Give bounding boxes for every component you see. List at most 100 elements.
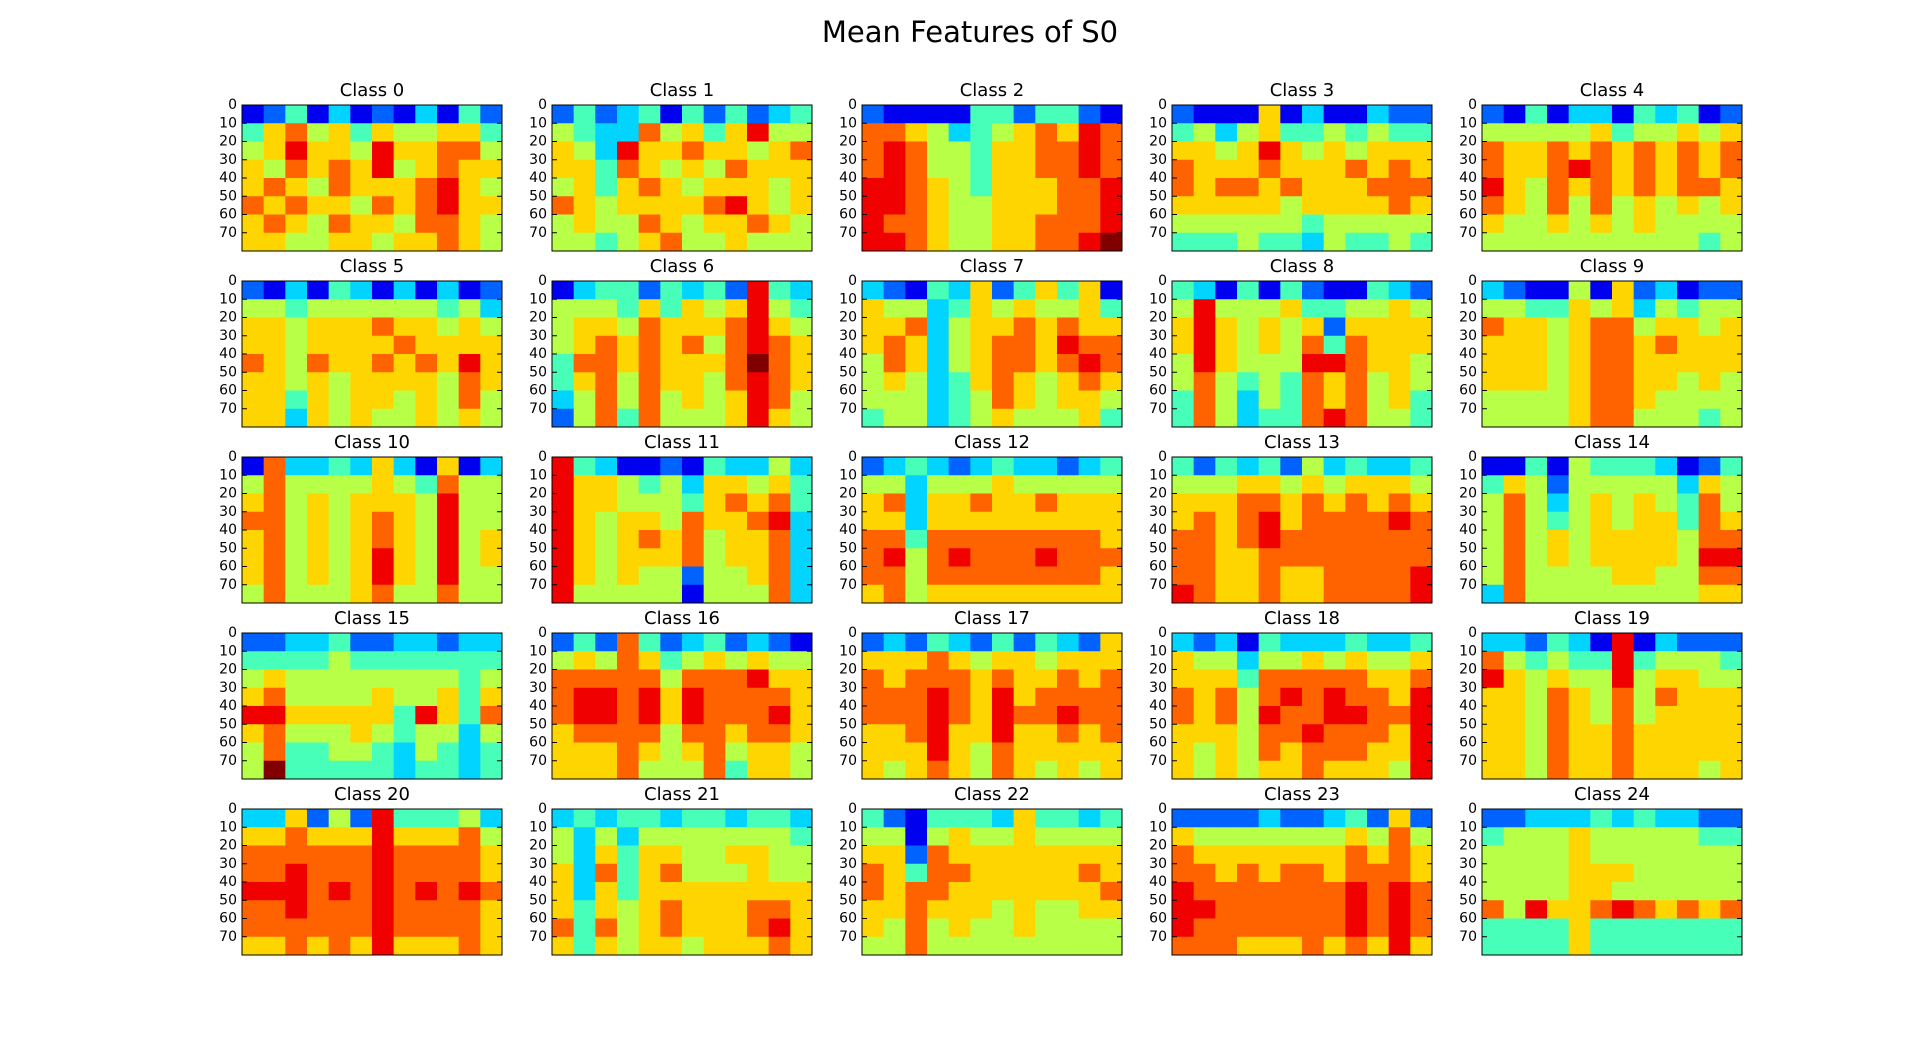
- heatmap-cell: [1698, 178, 1721, 197]
- heatmap-cell: [1525, 651, 1548, 670]
- heatmap-cell: [948, 809, 971, 828]
- heatmap-cell: [1258, 584, 1281, 604]
- heatmap-cell: [1302, 141, 1325, 161]
- heatmap-cell: [480, 530, 503, 549]
- heatmap-cell: [1525, 159, 1548, 179]
- y-tick-label: 70: [529, 401, 547, 417]
- heatmap-cell: [480, 141, 503, 161]
- heatmap-cell: [970, 317, 993, 337]
- heatmap-cell: [1035, 584, 1058, 604]
- heatmap-cell: [595, 457, 618, 476]
- y-tick-label: 20: [529, 838, 547, 854]
- heatmap-cell: [328, 566, 351, 586]
- heatmap-cell: [1698, 390, 1721, 410]
- y-tick-label: 70: [1459, 753, 1477, 769]
- y-tick-label: 70: [1459, 577, 1477, 593]
- heatmap-cell: [1525, 918, 1548, 938]
- y-tick-label: 40: [839, 874, 857, 890]
- heatmap-cell: [1172, 493, 1195, 513]
- heatmap-cell: [1720, 123, 1743, 142]
- heatmap-cell: [1302, 918, 1325, 938]
- heatmap-cell: [660, 742, 683, 762]
- heatmap-cell: [1302, 232, 1325, 252]
- heatmap-cell: [660, 633, 683, 652]
- heatmap-cell: [552, 742, 575, 762]
- heatmap-cell: [1547, 141, 1570, 161]
- heatmap-cell: [1172, 105, 1195, 124]
- heatmap-cell: [1698, 457, 1721, 476]
- heatmap-cell: [1057, 372, 1080, 391]
- heatmap-cell: [1720, 863, 1743, 883]
- heatmap-cell: [1698, 196, 1721, 215]
- y-tick-label: 60: [839, 207, 857, 223]
- heatmap-cell: [437, 317, 460, 337]
- heatmap-cell: [573, 372, 596, 391]
- heatmap-cell: [1172, 669, 1195, 689]
- heatmap-cell: [1013, 530, 1036, 549]
- heatmap-cell: [927, 159, 950, 179]
- heatmap-cell: [1698, 123, 1721, 142]
- heatmap-cell: [573, 882, 596, 901]
- y-tick-label: 0: [538, 625, 547, 641]
- heatmap-cell: [1302, 651, 1325, 670]
- heatmap-cell: [768, 214, 791, 234]
- y-tick-label: 0: [228, 97, 237, 113]
- heatmap-cell: [1078, 408, 1101, 428]
- heatmap-cell: [350, 845, 373, 865]
- heatmap-cell: [1367, 845, 1390, 865]
- heatmap-cell: [638, 317, 661, 337]
- heatmap-cell: [1612, 335, 1635, 355]
- heatmap-cell: [1013, 845, 1036, 865]
- heatmap-cell: [1655, 141, 1678, 161]
- heatmap-cell: [1345, 354, 1368, 373]
- heatmap-cell: [862, 687, 885, 707]
- heatmap-cell: [1215, 390, 1238, 410]
- heatmap-cell: [1323, 178, 1346, 197]
- heatmap-cell: [415, 299, 438, 318]
- heatmap-cell: [1013, 123, 1036, 142]
- y-tick-label: 0: [848, 625, 857, 641]
- heatmap-cell: [1568, 742, 1591, 762]
- heatmap-cell: [617, 281, 640, 300]
- heatmap-cell: [790, 918, 813, 938]
- heatmap-cell: [1345, 475, 1368, 494]
- heatmap-cell: [328, 141, 351, 161]
- heatmap-cell: [1482, 900, 1505, 919]
- heatmap-cell: [1237, 900, 1260, 919]
- heatmap-cell: [1367, 141, 1390, 161]
- heatmap-cell: [458, 882, 481, 901]
- heatmap-cell: [1633, 845, 1656, 865]
- heatmap-cell: [1215, 827, 1238, 846]
- heatmap-cell: [1367, 178, 1390, 197]
- heatmap-cell: [1482, 372, 1505, 391]
- y-tick-label: 10: [219, 291, 237, 307]
- heatmap-cell: [458, 584, 481, 604]
- heatmap-cell: [573, 159, 596, 179]
- heatmap-cell: [1323, 706, 1346, 725]
- heatmap-cell: [393, 809, 416, 828]
- heatmap-cell: [1655, 827, 1678, 846]
- heatmap-cell: [263, 669, 286, 689]
- heatmap-cell: [1280, 724, 1303, 743]
- heatmap-cell: [862, 178, 885, 197]
- heatmap-cell: [927, 548, 950, 567]
- heatmap-cell: [682, 882, 705, 901]
- y-tick-label: 10: [529, 115, 547, 131]
- y-tick-label: 50: [839, 540, 857, 556]
- heatmap-cell: [1035, 196, 1058, 215]
- heatmap-cell: [552, 706, 575, 725]
- y-tick-label: 70: [839, 929, 857, 945]
- heatmap-cell: [682, 900, 705, 919]
- heatmap-cell: [992, 882, 1015, 901]
- y-tick-label: 70: [219, 929, 237, 945]
- heatmap-cell: [1258, 232, 1281, 252]
- heatmap-cell: [1677, 335, 1700, 355]
- heatmap-cell: [437, 141, 460, 161]
- heatmap-cell: [927, 335, 950, 355]
- heatmap-cell: [725, 232, 748, 252]
- heatmap-cell: [948, 281, 971, 300]
- heatmap-cell: [1677, 493, 1700, 513]
- heatmap-cell: [660, 936, 683, 956]
- y-tick-label: 30: [839, 504, 857, 520]
- y-tick-label: 0: [1468, 625, 1477, 641]
